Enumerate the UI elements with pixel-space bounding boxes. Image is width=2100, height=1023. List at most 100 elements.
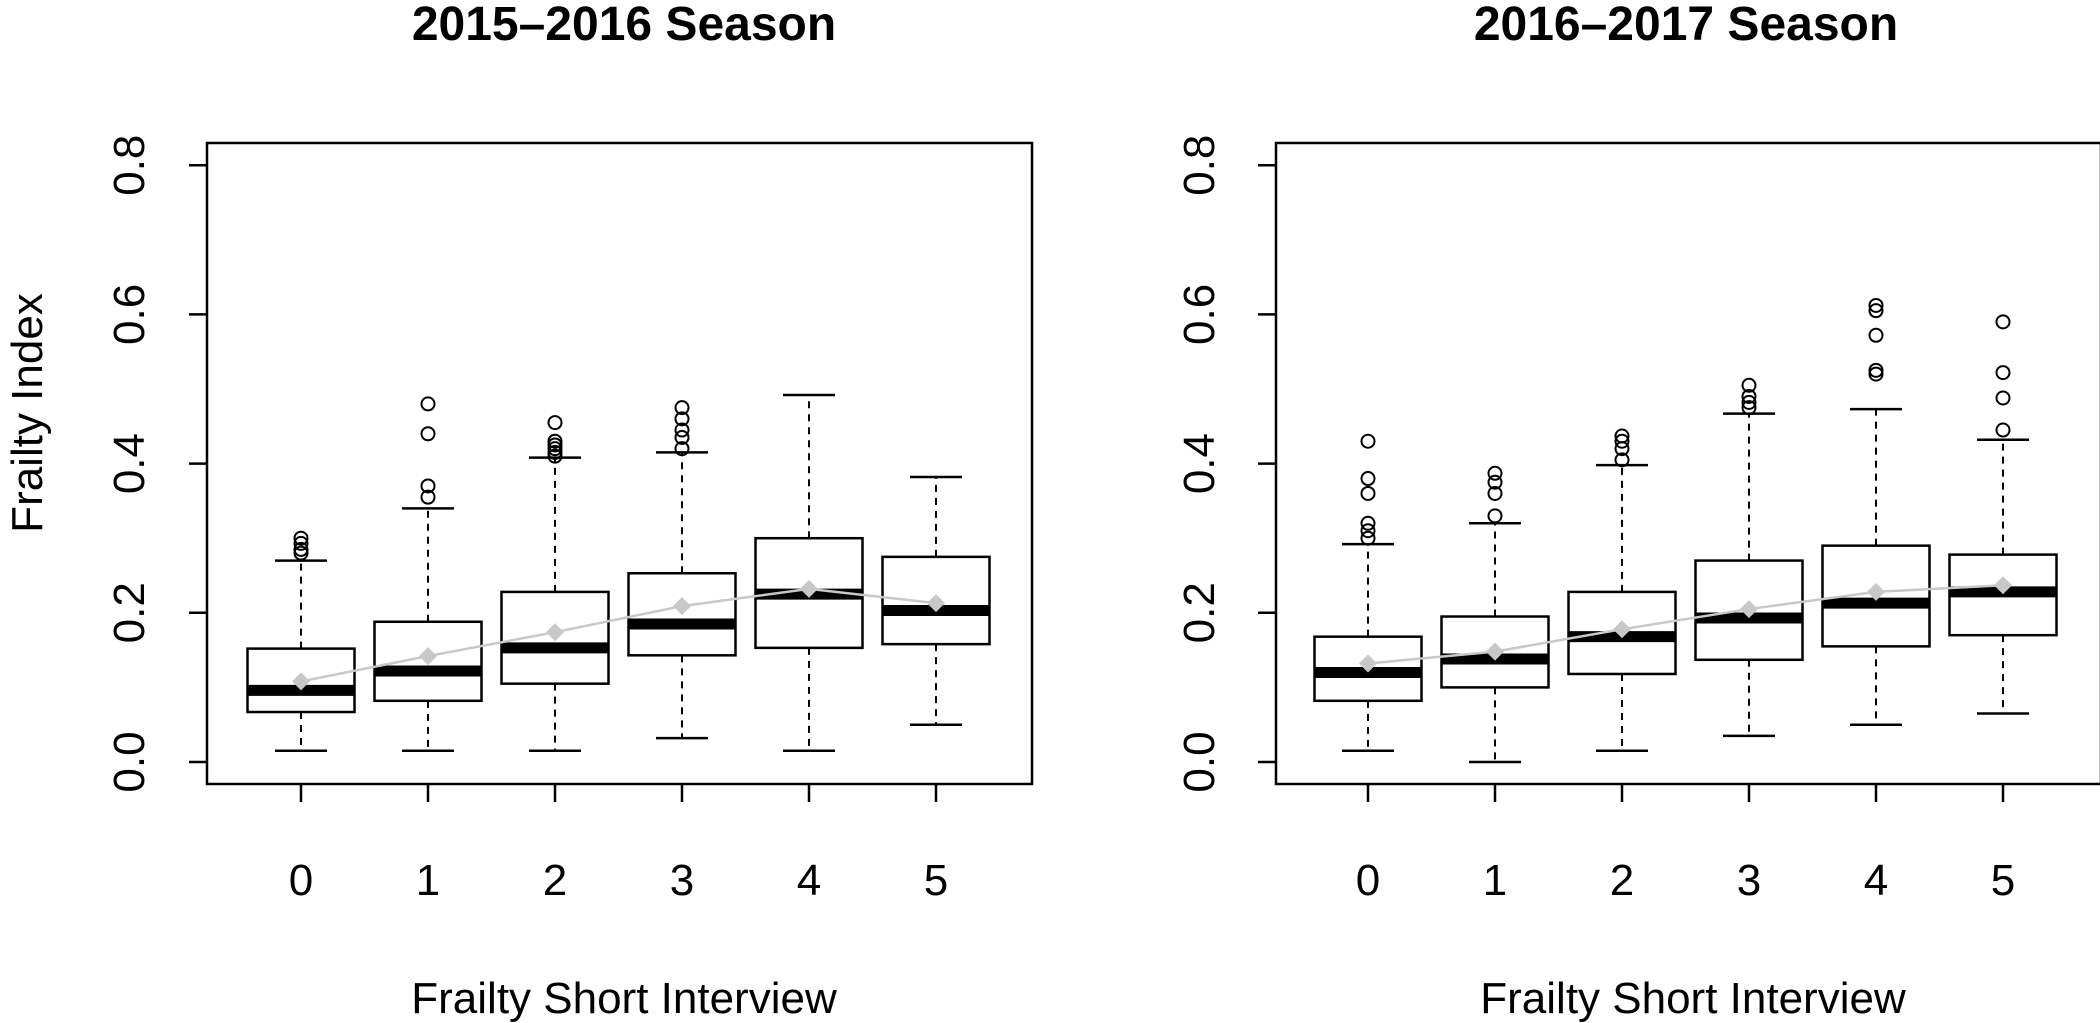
outlier-point bbox=[1614, 428, 1630, 444]
outlier-point bbox=[674, 422, 690, 438]
y-tick-label: 0.4 bbox=[1175, 433, 1224, 494]
mean-marker bbox=[1867, 582, 1885, 601]
outlier-point bbox=[1487, 485, 1503, 501]
outlier-point bbox=[674, 429, 690, 445]
y-tick-label: 0.6 bbox=[105, 284, 154, 345]
x-tick-label: 5 bbox=[924, 856, 948, 905]
outlier-point bbox=[293, 541, 309, 557]
boxplot-5 bbox=[1948, 314, 2058, 715]
outlier-point bbox=[1614, 452, 1630, 468]
boxplot-3 bbox=[627, 400, 737, 740]
chart-title: 2016–2017 Season bbox=[1474, 0, 1898, 51]
outlier-point bbox=[1995, 365, 2011, 381]
x-tick-label: 5 bbox=[1991, 856, 2015, 905]
boxplot-2 bbox=[500, 415, 610, 753]
axis-ticks: 0.0 0.2 0.4 0.6 0.8 0 1 2 3 4 5 bbox=[105, 135, 948, 905]
outlier-point bbox=[1868, 327, 1884, 343]
outlier-point bbox=[1995, 390, 2011, 406]
outlier-point bbox=[1868, 303, 1884, 319]
x-tick-label: 0 bbox=[1356, 856, 1380, 905]
y-tick-label: 0.6 bbox=[1175, 284, 1224, 345]
outlier-point bbox=[420, 478, 436, 494]
boxplot-1 bbox=[373, 396, 483, 753]
mean-marker bbox=[546, 623, 564, 642]
mean-marker bbox=[419, 647, 437, 666]
mean-marker bbox=[927, 594, 945, 613]
x-tick-label: 2 bbox=[1610, 856, 1634, 905]
y-tick-label: 0.2 bbox=[105, 582, 154, 643]
outlier-point bbox=[547, 433, 563, 449]
outlier-point bbox=[1614, 433, 1630, 449]
outlier-point bbox=[1360, 530, 1376, 546]
y-tick-label: 0.4 bbox=[105, 433, 154, 494]
box-group bbox=[1313, 297, 2058, 764]
x-tick-label: 0 bbox=[289, 856, 313, 905]
iqr-box bbox=[1694, 559, 1804, 662]
x-tick-label: 4 bbox=[1864, 856, 1888, 905]
boxplot-3 bbox=[1694, 377, 1804, 738]
mean-marker bbox=[1740, 600, 1758, 619]
mean-trend bbox=[292, 579, 945, 691]
y-tick-label: 0.8 bbox=[1175, 135, 1224, 196]
outlier-point bbox=[1741, 388, 1757, 404]
outlier-point bbox=[1360, 485, 1376, 501]
outlier-point bbox=[1995, 314, 2011, 330]
x-tick-label: 1 bbox=[416, 856, 440, 905]
boxplot-0 bbox=[246, 530, 356, 753]
chart-title: 2015–2016 Season bbox=[412, 0, 836, 51]
mean-marker bbox=[292, 672, 310, 691]
x-tick-label: 4 bbox=[797, 856, 821, 905]
y-tick-label: 0.0 bbox=[105, 731, 154, 792]
boxplot-0 bbox=[1313, 433, 1423, 753]
x-tick-label: 2 bbox=[543, 856, 567, 905]
mean-marker bbox=[800, 579, 818, 598]
mean-marker bbox=[1486, 642, 1504, 661]
mean-trend bbox=[1359, 576, 2012, 673]
mean-marker bbox=[1613, 620, 1631, 639]
outlier-point bbox=[420, 426, 436, 442]
x-axis-label: Frailty Short Interview bbox=[1480, 974, 1906, 1023]
outlier-point bbox=[293, 530, 309, 546]
y-tick-label: 0.0 bbox=[1175, 731, 1224, 792]
mean-marker bbox=[1994, 576, 2012, 595]
boxplot-4 bbox=[754, 393, 864, 753]
outlier-point bbox=[1360, 433, 1376, 449]
axis-ticks: 0.0 0.2 0.4 0.6 0.8 0 1 2 3 4 5 bbox=[1175, 135, 2015, 905]
box-group bbox=[246, 393, 991, 753]
x-tick-label: 3 bbox=[670, 856, 694, 905]
panel-2015-2016: 2015–2016 Season Frailty Index Frailty S… bbox=[3, 0, 1034, 1023]
outlier-point bbox=[547, 415, 563, 431]
x-axis-label: Frailty Short Interview bbox=[411, 974, 837, 1023]
boxplot-4 bbox=[1821, 297, 1931, 726]
outlier-point bbox=[1868, 297, 1884, 313]
outlier-point bbox=[1360, 471, 1376, 487]
outlier-point bbox=[1487, 508, 1503, 524]
outlier-point bbox=[674, 411, 690, 427]
x-tick-label: 3 bbox=[1737, 856, 1761, 905]
mean-marker bbox=[1359, 654, 1377, 673]
outlier-point bbox=[674, 400, 690, 416]
outlier-point bbox=[1360, 515, 1376, 531]
outlier-point bbox=[420, 396, 436, 412]
mean-marker bbox=[673, 597, 691, 616]
outlier-point bbox=[1487, 465, 1503, 481]
panel-2016-2017: 2016–2017 Season Frailty Short Interview… bbox=[1175, 0, 2100, 1023]
x-tick-label: 1 bbox=[1483, 856, 1507, 905]
outlier-point bbox=[1360, 523, 1376, 539]
y-tick-label: 0.2 bbox=[1175, 582, 1224, 643]
boxplot-2 bbox=[1567, 428, 1677, 753]
outlier-point bbox=[293, 535, 309, 551]
outlier-point bbox=[1741, 394, 1757, 410]
outlier-point bbox=[1995, 422, 2011, 438]
boxplot-1 bbox=[1440, 465, 1550, 764]
outlier-point bbox=[674, 441, 690, 457]
mean-line bbox=[1367, 583, 2004, 665]
outlier-point bbox=[1487, 474, 1503, 490]
y-axis-label: Frailty Index bbox=[3, 293, 52, 533]
outlier-point bbox=[1868, 362, 1884, 378]
y-tick-label: 0.8 bbox=[105, 135, 154, 196]
mean-line bbox=[300, 587, 937, 683]
outlier-point bbox=[1741, 377, 1757, 393]
outlier-point bbox=[1741, 400, 1757, 416]
